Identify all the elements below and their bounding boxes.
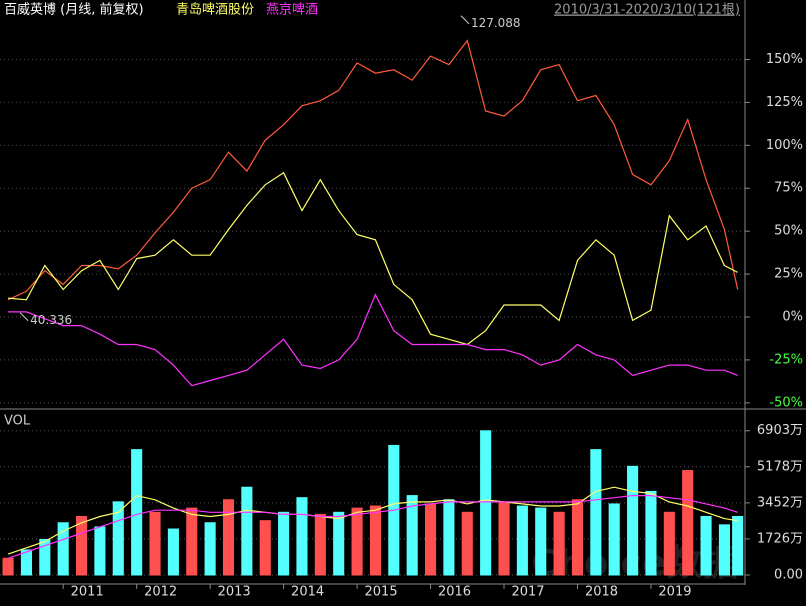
volume-bar [333, 511, 345, 576]
volume-bar [20, 549, 33, 576]
x-tick-label: 2019 [658, 585, 691, 600]
volume-bar [241, 486, 253, 576]
y-tick-label: 150% [766, 52, 803, 67]
volume-bar [186, 507, 198, 576]
legend-entry: 燕京啤酒 [266, 3, 318, 18]
x-tick-label: 2014 [291, 585, 324, 600]
volume-bar [732, 515, 744, 576]
y-tick-label: 6903万 [757, 423, 803, 438]
y-tick-label: -25% [769, 352, 803, 367]
x-tick-label: 2013 [218, 585, 251, 600]
volume-bar [663, 511, 675, 576]
volume-bar [296, 497, 308, 576]
annotation-arrow [460, 15, 470, 25]
volume-bar [149, 511, 161, 576]
volume-bar [406, 495, 418, 576]
x-tick-label: 2012 [144, 585, 177, 600]
annotation-arrow [19, 312, 29, 322]
volume-bar [461, 511, 473, 576]
volume-bar [571, 499, 584, 576]
x-tick-label: 2015 [365, 585, 398, 600]
x-tick-label: 2017 [511, 585, 544, 600]
y-tick-label: 5178万 [757, 459, 803, 474]
annotation: 40.336 [30, 313, 72, 327]
y-tick-label: 0.00 [774, 568, 803, 583]
volume-bar [645, 490, 657, 576]
volume-bar [443, 499, 455, 576]
line-series [7, 39, 739, 301]
y-tick-label: 50% [774, 224, 803, 239]
legend-entry: 青岛啤酒股份 [176, 2, 254, 18]
volume-title: VOL [4, 414, 31, 429]
volume-bar [39, 538, 51, 576]
volume-bar [369, 505, 381, 576]
volume-bar [553, 511, 565, 576]
volume-bar [718, 524, 730, 576]
volume-bar [700, 515, 712, 576]
volume-bar [222, 499, 235, 576]
y-tick-label: 75% [774, 181, 803, 196]
x-tick-label: 2016 [438, 585, 471, 600]
volume-bar [424, 503, 437, 576]
moving-average [7, 486, 738, 555]
line-series [8, 171, 738, 346]
x-tick-label: 2011 [71, 585, 104, 600]
volume-bar [608, 503, 620, 576]
volume-bar [259, 520, 271, 576]
volume-bar [480, 430, 492, 576]
y-tick-label: 3452万 [757, 495, 803, 510]
x-tick-label: 2018 [585, 585, 618, 600]
chart-title: 百威英博 (月线, 前复权) [4, 2, 144, 18]
y-tick-label: -50% [769, 395, 803, 410]
volume-bar [627, 465, 639, 576]
volume-bar [57, 522, 69, 576]
line-series [8, 293, 738, 387]
volume-bar [167, 528, 179, 576]
volume-bar [278, 511, 290, 576]
moving-average [7, 495, 738, 559]
volume-bar [314, 513, 326, 576]
y-tick-label: 100% [766, 138, 803, 153]
volume-bar [112, 501, 124, 576]
volume-bar [682, 470, 694, 576]
volume-bar [76, 515, 88, 576]
volume-bar [94, 526, 106, 576]
y-tick-label: 25% [774, 267, 803, 282]
volume-bar [204, 522, 216, 576]
volume-bar [590, 449, 602, 576]
volume-bar [535, 507, 547, 576]
volume-bar [2, 557, 14, 576]
volume-bar [498, 501, 510, 576]
y-tick-label: 1726万 [757, 531, 803, 546]
volume-bar [131, 449, 143, 576]
volume-bar [516, 505, 528, 576]
annotation: 127.088 [471, 16, 521, 30]
y-tick-label: 0% [782, 310, 803, 325]
volume-bar [351, 507, 363, 576]
y-tick-label: 125% [766, 95, 803, 110]
period-label: 2010/3/31-2020/3/10(121根) [554, 3, 740, 18]
